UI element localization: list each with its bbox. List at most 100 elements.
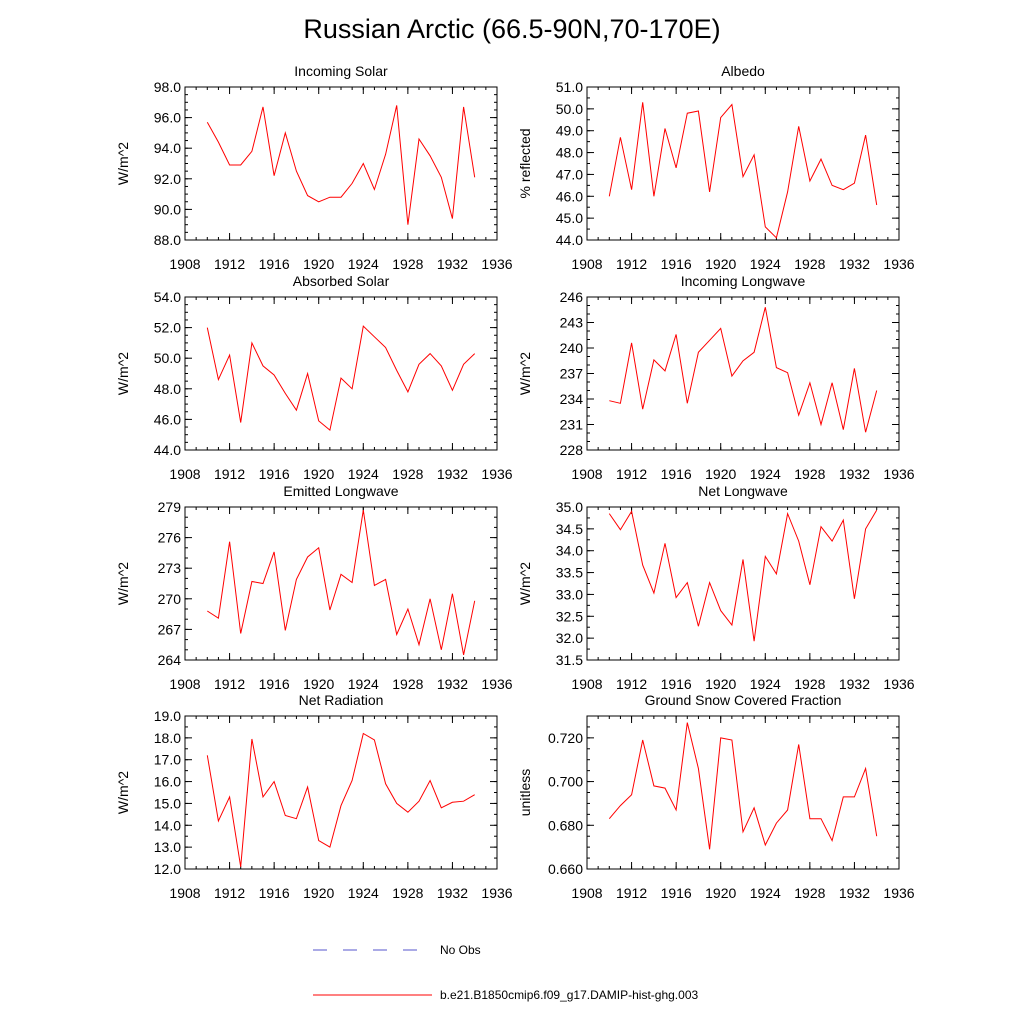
panel-net-radiation-y-tick-label: 13.0 bbox=[154, 839, 181, 855]
panel-net-radiation-y-tick-label: 19.0 bbox=[154, 708, 181, 724]
panel-absorbed-solar-x-tick-label: 1924 bbox=[348, 466, 379, 482]
panel-net-longwave-x-tick-label: 1920 bbox=[705, 676, 736, 692]
panel-albedo-y-tick-label: 51.0 bbox=[556, 79, 583, 95]
panel-albedo-x-tick-label: 1912 bbox=[616, 256, 647, 272]
panel-incoming-solar-x-tick-label: 1932 bbox=[437, 256, 468, 272]
panel-net-longwave-y-tick-label: 33.0 bbox=[556, 586, 583, 602]
panel-emitted-longwave-series-line-0 bbox=[207, 510, 476, 656]
panel-net-radiation-x-tick-label: 1912 bbox=[214, 885, 245, 901]
panel-albedo-y-tick-label: 48.0 bbox=[556, 145, 583, 161]
panel-incoming-solar-x-tick-label: 1916 bbox=[259, 256, 290, 272]
panel-albedo-y-tick-label: 49.0 bbox=[556, 123, 583, 139]
panel-incoming-longwave-y-tick-label: 243 bbox=[560, 315, 584, 331]
panel-net-radiation-x-tick-label: 1920 bbox=[303, 885, 334, 901]
panel-incoming-solar-y-tick-label: 98.0 bbox=[154, 79, 181, 95]
panel-net-longwave-x-tick-label: 1916 bbox=[661, 676, 692, 692]
panel-absorbed-solar-frame bbox=[184, 296, 498, 451]
panel-ground-snow-covered-fraction-frame bbox=[586, 715, 900, 870]
panel-albedo-x-tick-label: 1908 bbox=[571, 256, 602, 272]
panel-albedo-y-tick-label: 44.0 bbox=[556, 232, 583, 248]
panel-emitted-longwave-y-tick-label: 273 bbox=[158, 560, 182, 576]
panel-albedo-x-tick-label: 1920 bbox=[705, 256, 736, 272]
panel-net-radiation-x-tick-label: 1908 bbox=[169, 885, 200, 901]
panel-ground-snow-covered-fraction-x-tick-label: 1908 bbox=[571, 885, 602, 901]
panel-incoming-longwave-x-tick-label: 1924 bbox=[750, 466, 781, 482]
panel-incoming-solar-y-tick-label: 88.0 bbox=[154, 232, 181, 248]
panel-emitted-longwave-x-tick-label: 1908 bbox=[169, 676, 200, 692]
panel-incoming-longwave-x-tick-label: 1908 bbox=[571, 466, 602, 482]
panel-albedo-x-tick-label: 1928 bbox=[794, 256, 825, 272]
panel-incoming-longwave-x-tick-label: 1936 bbox=[883, 466, 914, 482]
panel-net-radiation-y-tick-label: 17.0 bbox=[154, 752, 181, 768]
panel-incoming-longwave-y-tick-label: 246 bbox=[560, 289, 584, 305]
panel-albedo: Albedo % reflected 1908 1912 1916 1920 1924 192… bbox=[517, 63, 915, 272]
panel-incoming-solar-x-tick-label: 1920 bbox=[303, 256, 334, 272]
panel-net-radiation-y-tick-label: 14.0 bbox=[154, 817, 181, 833]
panel-emitted-longwave-x-tick-label: 1936 bbox=[481, 676, 512, 692]
panel-absorbed-solar-x-tick-label: 1928 bbox=[392, 466, 423, 482]
panel-incoming-longwave-x-tick-label: 1916 bbox=[661, 466, 692, 482]
panel-ground-snow-covered-fraction-x-tick-label: 1924 bbox=[750, 885, 781, 901]
panel-net-longwave: Net Longwave W/m^2 1908 1912 1916 1920 1924 192… bbox=[517, 483, 915, 692]
panel-net-radiation: Net Radiation W/m^2 1908 1912 1916 1920 1924 19… bbox=[115, 692, 513, 901]
panel-net-longwave-x-tick-label: 1928 bbox=[794, 676, 825, 692]
panel-ground-snow-covered-fraction-y-tick-label: 0.720 bbox=[548, 730, 583, 746]
panel-absorbed-solar: Absorbed Solar W/m^2 1908 1912 1916 1920 1924 1… bbox=[115, 273, 513, 482]
panel-albedo-y-tick-label: 46.0 bbox=[556, 188, 583, 204]
panel-net-radiation-frame bbox=[184, 715, 498, 870]
panel-net-longwave-y-tick-label: 31.5 bbox=[556, 652, 583, 668]
panel-incoming-solar-x-tick-label: 1908 bbox=[169, 256, 200, 272]
panel-net-longwave-x-tick-label: 1936 bbox=[883, 676, 914, 692]
panel-ground-snow-covered-fraction-y-tick-label: 0.660 bbox=[548, 861, 583, 877]
panel-incoming-solar-frame bbox=[184, 86, 498, 241]
panel-net-radiation-y-tick-label: 12.0 bbox=[154, 861, 181, 877]
panel-incoming-longwave-title: Incoming Longwave bbox=[681, 273, 806, 289]
panel-ground-snow-covered-fraction-series-line-0 bbox=[608, 722, 878, 850]
panel-emitted-longwave-x-tick-label: 1912 bbox=[214, 676, 245, 692]
panel-absorbed-solar-y-tick-label: 44.0 bbox=[154, 442, 181, 458]
panel-net-longwave-y-tick-label: 32.0 bbox=[556, 630, 583, 646]
panel-ground-snow-covered-fraction-x-tick-label: 1912 bbox=[616, 885, 647, 901]
panel-albedo-y-tick-label: 50.0 bbox=[556, 101, 583, 117]
panel-absorbed-solar-y-tick-label: 46.0 bbox=[154, 411, 181, 427]
panel-albedo-series-line-0 bbox=[608, 102, 878, 239]
panel-absorbed-solar-y-tick-label: 52.0 bbox=[154, 320, 181, 336]
panel-albedo-title: Albedo bbox=[721, 63, 765, 79]
panel-incoming-solar-x-tick-label: 1928 bbox=[392, 256, 423, 272]
panel-albedo-x-tick-label: 1924 bbox=[750, 256, 781, 272]
panel-net-radiation-x-tick-label: 1916 bbox=[259, 885, 290, 901]
panel-net-radiation-x-tick-label: 1928 bbox=[392, 885, 423, 901]
panel-net-longwave-y-tick-label: 34.5 bbox=[556, 521, 583, 537]
panel-incoming-longwave-frame bbox=[586, 296, 900, 451]
panel-net-longwave-title: Net Longwave bbox=[698, 483, 788, 499]
panel-net-longwave-x-tick-label: 1932 bbox=[839, 676, 870, 692]
panel-net-longwave-x-tick-label: 1912 bbox=[616, 676, 647, 692]
panel-absorbed-solar-y-tick-label: 48.0 bbox=[154, 381, 181, 397]
panel-albedo-frame bbox=[586, 86, 900, 241]
panel-incoming-longwave: Incoming Longwave W/m^2 1908 1912 1916 1920 19… bbox=[517, 273, 915, 482]
panel-net-longwave-y-tick-label: 34.0 bbox=[556, 543, 583, 559]
panel-net-radiation-x-tick-label: 1924 bbox=[348, 885, 379, 901]
panel-incoming-longwave-y-tick-label: 240 bbox=[560, 340, 584, 356]
panel-emitted-longwave-x-tick-label: 1924 bbox=[348, 676, 379, 692]
panel-ground-snow-covered-fraction-x-tick-label: 1932 bbox=[839, 885, 870, 901]
panel-emitted-longwave-y-tick-label: 276 bbox=[158, 530, 182, 546]
panel-absorbed-solar-x-tick-label: 1912 bbox=[214, 466, 245, 482]
panel-net-radiation-y-tick-label: 16.0 bbox=[154, 774, 181, 790]
panel-incoming-longwave-x-tick-label: 1912 bbox=[616, 466, 647, 482]
panel-net-radiation-x-tick-label: 1936 bbox=[481, 885, 512, 901]
panel-ground-snow-covered-fraction: Ground Snow Covered Fraction unitless 1908… bbox=[517, 692, 915, 901]
panel-net-radiation-y-tick-label: 18.0 bbox=[154, 730, 181, 746]
panel-incoming-longwave-series-line-0 bbox=[609, 307, 878, 433]
panel-absorbed-solar-y-tick-label: 54.0 bbox=[154, 289, 181, 305]
panel-albedo-x-tick-label: 1936 bbox=[883, 256, 914, 272]
panel-ground-snow-covered-fraction-title: Ground Snow Covered Fraction bbox=[645, 692, 842, 708]
panel-incoming-longwave-ylabel: W/m^2 bbox=[517, 352, 533, 395]
panel-albedo-ylabel: % reflected bbox=[517, 128, 533, 198]
panel-albedo-y-tick-label: 47.0 bbox=[556, 166, 583, 182]
panel-ground-snow-covered-fraction-y-tick-label: 0.700 bbox=[548, 774, 583, 790]
panel-absorbed-solar-title: Absorbed Solar bbox=[293, 273, 390, 289]
panel-incoming-solar: Incoming Solar W/m^2 1908 1912 1916 1920 1924 1… bbox=[115, 63, 513, 272]
panel-incoming-solar-y-tick-label: 90.0 bbox=[154, 201, 181, 217]
